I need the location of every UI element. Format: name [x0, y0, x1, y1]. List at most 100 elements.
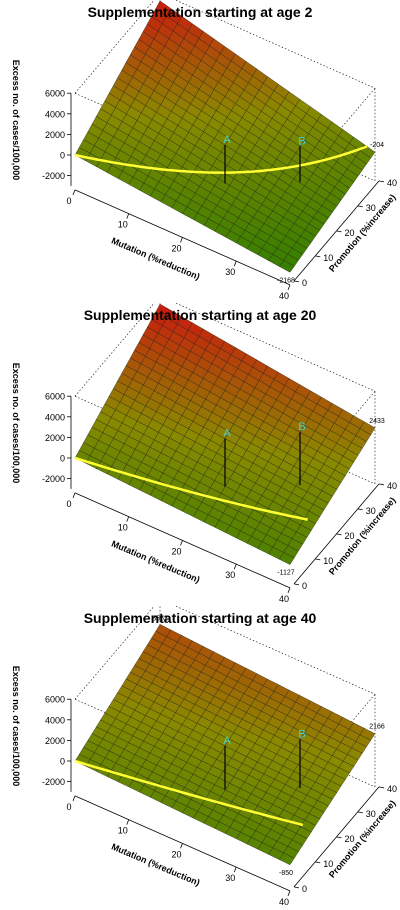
x-tick-label: 40: [279, 897, 289, 906]
x-tick: [233, 564, 237, 570]
marker-label: B: [298, 421, 305, 433]
x-tick-label: 10: [118, 826, 128, 836]
y-tick: [293, 583, 300, 586]
x-tick: [126, 213, 130, 219]
box-edge: [174, 0, 376, 89]
surface: [74, 0, 376, 273]
marker-label: B: [298, 135, 305, 147]
box-edge: [74, 303, 155, 397]
y-tick: [336, 533, 342, 536]
corner-value-label: -850: [279, 870, 293, 877]
surface-chart-2: AB52342433-11276000400020000-2000Excess …: [11, 303, 398, 603]
x-tick-label: 30: [225, 570, 235, 580]
z-axis: 6000 4000 2000 0 -2000 Excess no. of cases/10…: [11, 666, 72, 792]
x-tick: [287, 284, 291, 291]
corner-value-label: 2166: [369, 724, 385, 731]
x-tick-label: 0: [66, 499, 71, 509]
x-tick: [233, 261, 237, 267]
chart-panel-1: Supplementation starting at age 2 AB5253…: [0, 0, 400, 300]
box-edge: [174, 303, 376, 392]
y-tick-label: 10: [323, 859, 333, 869]
x-tick-label: 0: [66, 196, 71, 206]
y-tick: [293, 886, 300, 889]
chart-panel-3: Supplementation starting at age 40 A B 355…: [0, 606, 400, 906]
corner-value-label: -1127: [277, 570, 294, 577]
z-axis-label: Excess no. of cases/100,000: [11, 60, 21, 181]
z-axis: 6000 4000 2000 0 -2000 Excess no. of cases/10…: [11, 60, 72, 186]
box-edge: [74, 606, 155, 700]
chart-panel-2: Supplementation starting at age 20 AB523…: [0, 303, 400, 603]
corner-value-label: -204: [370, 142, 384, 149]
surface-chart-1: AB5253-204-21686000400020000-2000Excess …: [11, 0, 398, 300]
z-axis-label: Excess no. of cases/100,000: [11, 666, 21, 787]
x-axis-label: Mutation (%reduction): [110, 235, 201, 281]
y-tick: [357, 811, 363, 814]
marker-label: A: [223, 735, 231, 747]
x-tick: [287, 587, 291, 594]
x-tick: [180, 540, 183, 546]
y-tick: [357, 205, 363, 208]
x-tick-label: 40: [279, 291, 289, 300]
y-tick-label: 40: [387, 178, 397, 188]
y-tick: [357, 508, 363, 511]
z-tick-label: 4000: [45, 715, 65, 725]
surface: [74, 624, 376, 866]
y-tick-label: 20: [345, 228, 355, 238]
chart-title: Supplementation starting at age 20: [83, 307, 317, 323]
zero-contour-line: [74, 456, 308, 521]
y-tick: [293, 280, 300, 283]
y-tick: [336, 836, 342, 839]
z-tick-label: -2000: [42, 171, 65, 181]
z-tick-label: 0: [60, 454, 65, 464]
z-tick-label: 0: [60, 757, 65, 767]
corner-value-label: 2433: [369, 418, 385, 425]
z-tick-label: 2000: [45, 433, 65, 443]
zero-contour-line: [74, 759, 304, 827]
x-tick: [180, 843, 183, 849]
y-tick: [315, 861, 321, 864]
marker-label: A: [223, 428, 231, 440]
corner-value-label: -2168: [277, 277, 295, 284]
y-tick: [378, 786, 385, 789]
y-tick-label: 0: [302, 581, 307, 591]
chart-title: Supplementation starting at age 40: [83, 610, 317, 626]
z-tick-label: -2000: [42, 474, 65, 484]
z-axis-label: Excess no. of cases/100,000: [11, 363, 21, 484]
z-tick-label: 4000: [45, 109, 65, 119]
x-tick-label: 30: [225, 267, 235, 277]
y-tick-label: 0: [302, 278, 307, 288]
x-axis-label: Mutation (%reduction): [110, 538, 201, 584]
marker-label: A: [223, 134, 231, 146]
x-tick-label: 30: [225, 873, 235, 883]
y-tick-label: 30: [366, 203, 376, 213]
z-axis: 6000 4000 2000 0 -2000 Excess no. of cases/10…: [11, 363, 72, 489]
chart-title: Supplementation starting at age 2: [87, 4, 313, 20]
y-tick-label: 0: [302, 884, 307, 894]
box-edge: [174, 606, 376, 695]
z-tick-label: 2000: [45, 736, 65, 746]
y-tick-label: 20: [345, 834, 355, 844]
x-tick: [72, 492, 76, 499]
y-tick: [315, 255, 321, 258]
zero-contour-line: [74, 145, 368, 174]
x-tick: [126, 819, 130, 825]
x-axis-label: Mutation (%reduction): [110, 841, 201, 887]
z-tick-label: 6000: [45, 89, 65, 99]
z-tick-label: 6000: [45, 695, 65, 705]
y-tick: [378, 180, 385, 183]
y-tick-label: 10: [323, 253, 333, 263]
x-tick-label: 0: [66, 802, 71, 812]
corner-value-label: 3552: [152, 615, 168, 622]
x-tick-label: 10: [118, 220, 128, 230]
y-tick-label: 30: [366, 506, 376, 516]
y-tick-label: 30: [366, 809, 376, 819]
y-axis-label: Promotion (%increase): [327, 495, 398, 577]
x-tick-label: 40: [279, 594, 289, 603]
y-axis-label: Promotion (%increase): [327, 798, 398, 880]
x-tick: [287, 890, 291, 897]
y-tick-label: 20: [345, 531, 355, 541]
x-tick: [180, 237, 183, 243]
z-tick-label: 6000: [45, 392, 65, 402]
y-tick: [315, 558, 321, 561]
